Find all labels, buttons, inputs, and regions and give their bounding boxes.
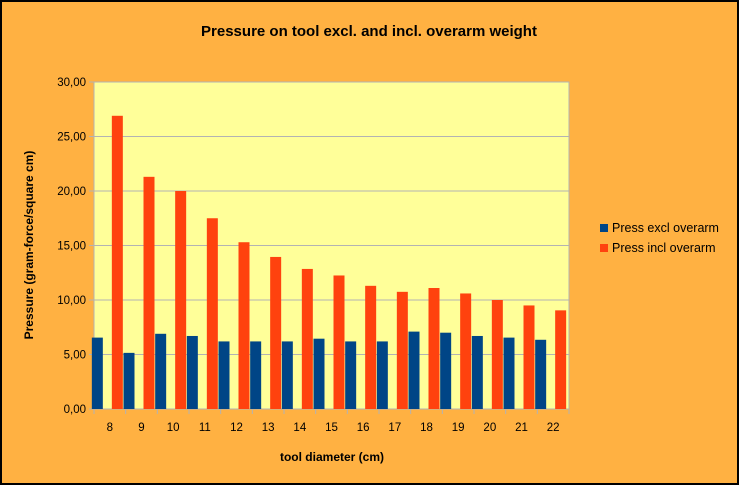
x-axis-title: tool diameter (cm) <box>280 450 384 464</box>
plot-area: 0,00 5,00 10,00 15,00 20,00 25,00 30,00 8 9 10 11 1… <box>57 77 570 434</box>
y-tick-label: 5,00 <box>64 350 86 362</box>
bar-incl <box>111 115 123 409</box>
x-tick-label: 22 <box>547 422 560 434</box>
bar-excl <box>281 341 293 409</box>
x-tick-label: 8 <box>107 422 113 434</box>
bar-incl <box>555 310 567 409</box>
chart-title: Pressure on tool excl. and incl. overarm… <box>201 23 537 40</box>
bar-excl <box>91 337 103 409</box>
bar-incl <box>365 285 377 409</box>
y-tick-label: 10,00 <box>57 295 86 307</box>
bar-excl <box>376 341 388 409</box>
y-tick-label: 15,00 <box>57 241 86 253</box>
y-tick-label: 0,00 <box>64 404 86 416</box>
x-tick-label: 17 <box>388 422 401 434</box>
x-tick-label: 11 <box>199 422 211 434</box>
bar-incl <box>270 256 282 409</box>
bar-incl <box>460 293 472 409</box>
bar-excl <box>440 332 452 409</box>
x-tick-label: 9 <box>138 422 144 434</box>
x-tick-label: 19 <box>452 422 465 434</box>
x-tick-label: 20 <box>483 422 496 434</box>
plot-border <box>93 81 570 410</box>
bar-incl <box>238 242 250 409</box>
bar-excl <box>250 341 262 409</box>
bar-excl <box>345 341 357 409</box>
bar-incl <box>301 268 313 409</box>
bar-incl <box>206 218 218 409</box>
bar-incl <box>428 288 440 409</box>
x-tick-label: 16 <box>357 422 370 434</box>
bar-excl <box>218 341 230 409</box>
bar-incl <box>175 191 187 409</box>
x-tick-label: 10 <box>167 422 180 434</box>
bar-excl <box>313 338 325 409</box>
legend-label: Press excl overarm <box>612 221 719 235</box>
bar-incl <box>143 176 155 409</box>
y-tick-label: 20,00 <box>57 186 86 198</box>
bar-incl <box>491 300 503 409</box>
x-tick-label: 14 <box>293 422 306 434</box>
y-axis-title: Pressure (gram-force/square cm) <box>22 151 36 340</box>
bar-excl <box>186 335 198 409</box>
legend: Press excl overarm Press incl overarm <box>600 221 719 255</box>
y-tick-label: 25,00 <box>57 132 86 144</box>
x-tick-label: 12 <box>230 422 243 434</box>
bar-excl <box>408 331 420 409</box>
legend-swatch <box>600 244 608 252</box>
bar-incl <box>523 305 535 409</box>
legend-swatch <box>600 224 608 232</box>
bar-excl <box>471 335 483 409</box>
bar-excl <box>535 339 547 409</box>
bar-incl <box>333 275 345 409</box>
x-tick-label: 15 <box>325 422 338 434</box>
bar-excl <box>503 337 515 409</box>
y-tick-label: 30,00 <box>57 77 86 89</box>
bar-incl <box>396 291 408 409</box>
bar-excl <box>123 352 135 409</box>
legend-label: Press incl overarm <box>612 241 716 255</box>
x-tick-label: 18 <box>420 422 433 434</box>
x-tick-label: 13 <box>262 422 275 434</box>
x-tick-label: 21 <box>515 422 528 434</box>
bar-excl <box>155 333 167 409</box>
